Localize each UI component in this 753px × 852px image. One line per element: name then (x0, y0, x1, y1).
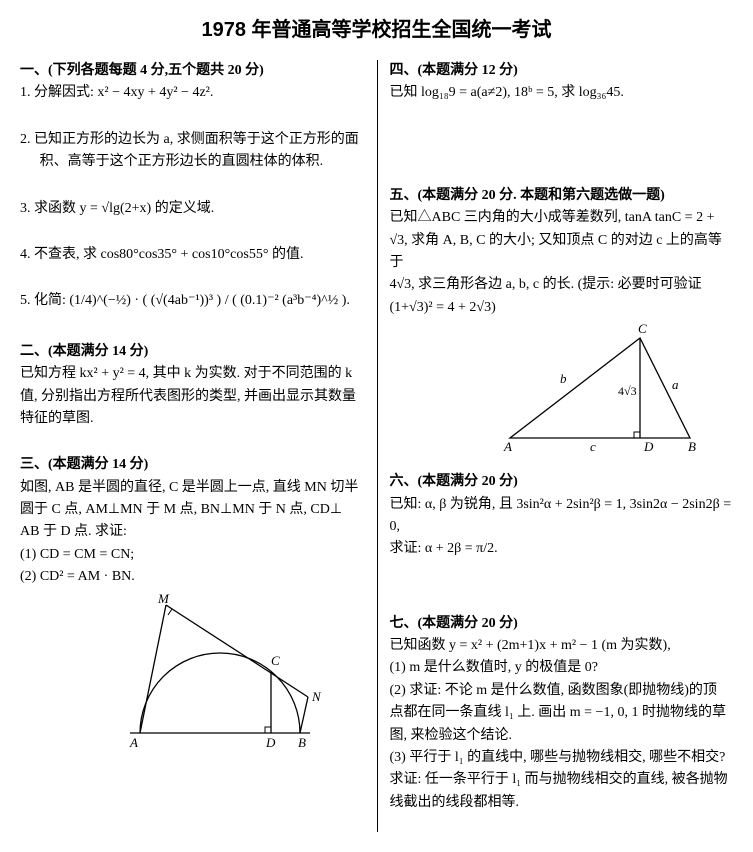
label-D: D (643, 439, 654, 453)
q5-line3: 4√3, 求三角形各边 a, b, c 的长. (提示: 必要时可验证 (390, 274, 734, 296)
section-4-header: 四、(本题满分 12 分) (390, 60, 734, 82)
section-6-header: 六、(本题满分 20 分) (390, 471, 734, 493)
left-column: 一、(下列各题每题 4 分,五个题共 20 分) 1. 分解因式: x² − 4… (20, 60, 377, 832)
label-h: 4√3 (618, 384, 637, 398)
figure-semicircle: M C N A D B (100, 593, 340, 753)
q1-4: 4. 不查表, 求 cos80°cos35° + cos10°cos55° 的值… (20, 244, 365, 266)
section-5: 五、(本题满分 20 分. 本题和第六题选做一题) 已知△ABC 三内角的大小成… (390, 185, 734, 453)
q7-part1: (1) m 是什么数值时, y 的极值是 0? (390, 657, 734, 679)
q7-part2-l1: (2) 求证: 不论 m 是什么数值, 函数图象(即抛物线)的顶 (390, 680, 734, 702)
exam-page: 1978 年普通高等学校招生全国统一考试 一、(下列各题每题 4 分,五个题共 … (0, 0, 753, 852)
q7-part2-l2: 点都在同一条直线 l₁ 上. 画出 m = −1, 0, 1 时抛物线的草 (390, 702, 734, 724)
section-6: 六、(本题满分 20 分) 已知: α, β 为锐角, 且 3sin²α + 2… (390, 471, 734, 561)
q1-1: 1. 分解因式: x² − 4xy + 4y² − 4z². (20, 82, 365, 104)
label-A: A (503, 439, 512, 453)
page-title: 1978 年普通高等学校招生全国统一考试 (20, 14, 733, 46)
q7-part2-l3: 图, 来检验这个结论. (390, 725, 734, 747)
label-C: C (638, 323, 647, 336)
q6-line2: 求证: α + 2β = π/2. (390, 538, 734, 560)
q7-line1: 已知函数 y = x² + (2m+1)x + m² − 1 (m 为实数), (390, 635, 734, 657)
two-column-layout: 一、(下列各题每题 4 分,五个题共 20 分) 1. 分解因式: x² − 4… (20, 60, 733, 832)
label-B: B (688, 439, 696, 453)
label-N: N (311, 689, 322, 704)
figure-triangle: A B C D b a c 4√3 (490, 323, 710, 453)
q2-line2: 值, 分别指出方程所代表图形的类型, 并画出显示其数量 (20, 386, 365, 408)
q2-line1: 已知方程 kx² + y² = 4, 其中 k 为实数. 对于不同范围的 k (20, 363, 365, 385)
section-1-header: 一、(下列各题每题 4 分,五个题共 20 分) (20, 60, 365, 82)
q5-line2: √3, 求角 A, B, C 的大小; 又知顶点 C 的对边 c 上的高等于 (390, 230, 734, 275)
section-3: 三、(本题满分 14 分) 如图, AB 是半圆的直径, C 是半圆上一点, 直… (20, 454, 365, 752)
q1-2-line1: 2. 已知正方形的边长为 a, 求侧面积等于这个正方形的面 (20, 129, 365, 151)
section-2: 二、(本题满分 14 分) 已知方程 kx² + y² = 4, 其中 k 为实… (20, 341, 365, 431)
q5-line1: 已知△ABC 三内角的大小成等差数列, tanA tanC = 2 + (390, 207, 734, 229)
q7-part3-l2: 求证: 任一条平行于 l₁ 而与抛物线相交的直线, 被各抛物 (390, 769, 734, 791)
q2-line3: 特征的草图. (20, 408, 365, 430)
section-7: 七、(本题满分 20 分) 已知函数 y = x² + (2m+1)x + m²… (390, 613, 734, 815)
q7-part3-l3: 线截出的线段都相等. (390, 792, 734, 814)
label-b: b (560, 371, 567, 386)
q1-2-line2: 积、高等于这个正方形边长的直圆柱体的体积. (20, 151, 365, 173)
q3-line1: 如图, AB 是半圆的直径, C 是半圆上一点, 直线 MN 切半 (20, 477, 365, 499)
q1-3: 3. 求函数 y = √lg(2+x) 的定义域. (20, 198, 365, 220)
label-D: D (265, 735, 276, 750)
section-3-header: 三、(本题满分 14 分) (20, 454, 365, 476)
q3-line3: AB 于 D 点. 求证: (20, 521, 365, 543)
q5-line4: (1+√3)² = 4 + 2√3) (390, 297, 734, 319)
q3-part2: (2) CD² = AM · BN. (20, 566, 365, 588)
right-column: 四、(本题满分 12 分) 已知 log₁₈9 = a(a≠2), 18ᵇ = … (377, 60, 734, 832)
q1-2: 2. 已知正方形的边长为 a, 求侧面积等于这个正方形的面 积、高等于这个正方形… (20, 129, 365, 174)
q7-part3-l1: (3) 平行于 l₁ 的直线中, 哪些与抛物线相交, 哪些不相交? (390, 747, 734, 769)
label-C: C (271, 653, 280, 668)
q1-5: 5. 化简: (1/4)^(−½) · ( (√(4ab⁻¹))³ ) / ( … (20, 290, 365, 312)
q4-line: 已知 log₁₈9 = a(a≠2), 18ᵇ = 5, 求 log₃₆45. (390, 82, 734, 104)
q6-line1: 已知: α, β 为锐角, 且 3sin²α + 2sin²β = 1, 3si… (390, 494, 734, 539)
section-4: 四、(本题满分 12 分) 已知 log₁₈9 = a(a≠2), 18ᵇ = … (390, 60, 734, 105)
label-a: a (672, 377, 679, 392)
label-c: c (590, 439, 596, 453)
section-1: 一、(下列各题每题 4 分,五个题共 20 分) 1. 分解因式: x² − 4… (20, 60, 365, 105)
q3-line2: 圆于 C 点, AM⊥MN 于 M 点, BN⊥MN 于 N 点, CD⊥ (20, 499, 365, 521)
label-B: B (298, 735, 306, 750)
label-A: A (129, 735, 138, 750)
q3-part1: (1) CD = CM = CN; (20, 544, 365, 566)
section-5-header: 五、(本题满分 20 分. 本题和第六题选做一题) (390, 185, 734, 207)
label-M: M (157, 593, 170, 606)
section-2-header: 二、(本题满分 14 分) (20, 341, 365, 363)
section-7-header: 七、(本题满分 20 分) (390, 613, 734, 635)
